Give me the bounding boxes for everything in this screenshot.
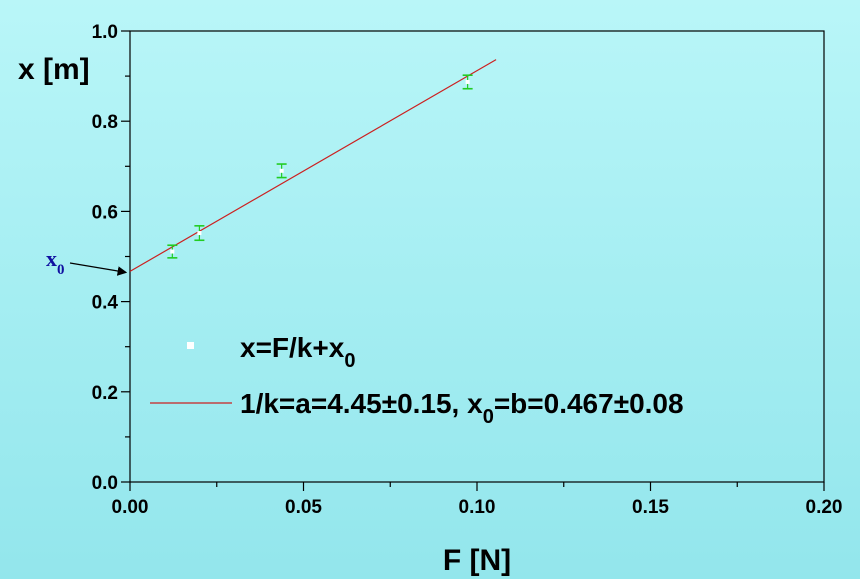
x-axis-title: F [N]: [443, 544, 511, 577]
x-tick-label: 0.20: [806, 497, 843, 518]
data-point: [276, 163, 287, 179]
y-tick-label: 0.2: [92, 383, 118, 404]
y-tick-label: 0.4: [92, 293, 119, 314]
y-tick-label: 0.6: [92, 202, 118, 223]
data-point: [462, 74, 473, 90]
x0-annotation-arrow: [69, 262, 128, 276]
y-tick-label: 0.8: [92, 112, 118, 133]
data-point: [167, 244, 178, 259]
legend-entry-fit-line: 1/k=a=4.45±0.15, x0=b=0.467±0.08: [240, 388, 684, 428]
x0-annotation-label: x0: [46, 246, 65, 278]
x-tick-label: 0.05: [285, 497, 322, 518]
axis-tick-labels: 0.00 0.05 0.10 0.15 0.20 0.0 0.2 0.4 0.6 0.8 1.0: [92, 22, 843, 518]
data-points: [167, 74, 473, 259]
legend-marker-points: [187, 342, 194, 349]
y-axis-title: x [m]: [18, 53, 90, 86]
data-point: [194, 225, 205, 242]
y-tick-label: 1.0: [92, 22, 118, 43]
legend: x=F/k+x0 1/k=a=4.45±0.15, x0=b=0.467±0.0…: [150, 332, 684, 428]
x-tick-label: 0.00: [112, 497, 149, 518]
fit-line: [129, 59, 497, 272]
y-tick-label: 0.0: [92, 473, 118, 494]
x-tick-label: 0.10: [459, 497, 496, 518]
x-tick-label: 0.15: [632, 497, 669, 518]
legend-entry-points: x=F/k+x0: [240, 332, 355, 372]
axis-ticks: [121, 30, 825, 491]
